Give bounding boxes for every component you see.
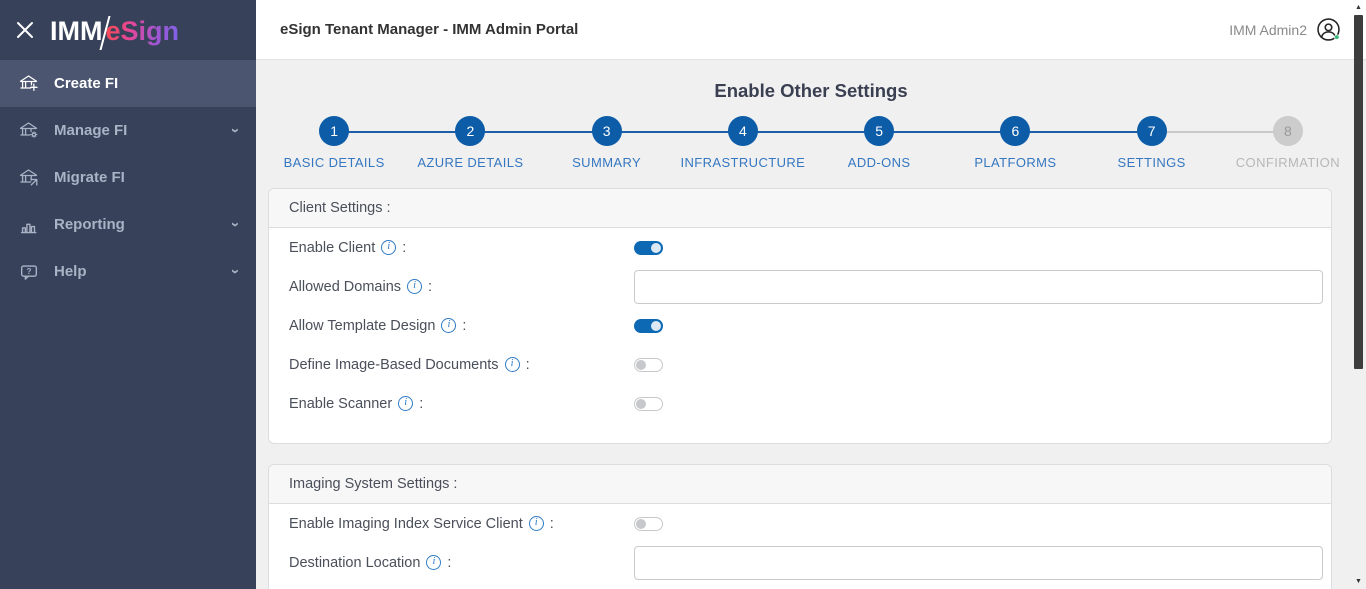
svg-text:?: ? — [27, 267, 32, 276]
